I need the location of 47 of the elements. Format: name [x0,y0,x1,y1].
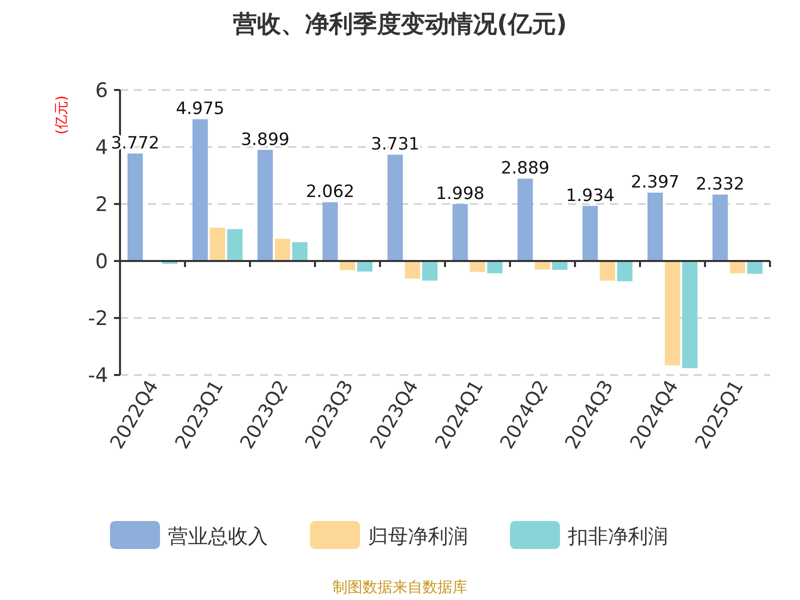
bar [682,261,698,368]
bar [128,154,143,261]
data-label: 1.998 [436,184,485,204]
bar [258,150,273,261]
y-tick-label: 4 [95,135,108,159]
y-tick-label: 2 [95,192,108,216]
data-label: 3.899 [240,130,290,150]
data-label: 2.332 [696,174,745,195]
bar [648,192,663,261]
bar [388,154,403,261]
bar [664,261,680,366]
data-label: 2.397 [630,172,680,193]
bar [357,261,372,272]
legend-label: 归母净利润 [368,524,468,548]
y-tick-label: 0 [95,249,108,273]
bar [470,261,486,272]
y-tick-label: 6 [95,78,108,102]
y-tick-label: -4 [88,363,108,387]
y-axis-title: (亿元) [54,96,70,134]
bar [192,119,208,261]
data-label: 3.731 [370,134,420,155]
bar [487,261,502,274]
data-label: 4.975 [176,99,225,120]
bar [274,238,290,261]
bar [210,228,226,261]
legend-label: 营业总收入 [168,524,268,548]
data-label: 1.934 [566,186,615,206]
bar [422,261,438,281]
bar [712,194,728,261]
text: 制图数据来自数据库 [332,578,468,596]
legend-label: 扣非净利润 [567,524,668,548]
bar [617,261,632,282]
bar [452,204,468,261]
bar [747,261,762,274]
bar [600,261,616,281]
bar [292,242,308,261]
y-tick-label: -2 [88,306,108,330]
data-label: 2.889 [500,158,550,179]
data-label: 2.062 [306,182,355,202]
chart-title: 营收、净利季度变动情况(亿元) [232,10,567,38]
bar [582,206,598,261]
bar [730,261,746,274]
bar [404,261,420,279]
bar [322,202,338,261]
bar [552,261,568,270]
bar [518,178,533,261]
bar [227,229,242,261]
